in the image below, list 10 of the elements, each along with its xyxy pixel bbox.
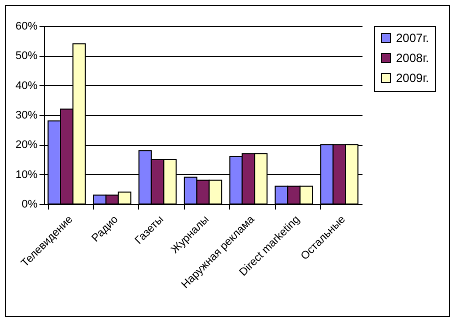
legend-label: 2008г. bbox=[396, 51, 429, 65]
y-tick-label: 0% bbox=[22, 198, 38, 210]
y-tick-label: 50% bbox=[15, 50, 38, 62]
y-tick-label: 10% bbox=[15, 168, 38, 181]
y-tick-label: 40% bbox=[15, 80, 38, 92]
y-tick-label: 30% bbox=[15, 110, 38, 122]
legend-label: 2009г. bbox=[396, 71, 429, 85]
legend-label: 2007г. bbox=[396, 31, 429, 45]
y-tick-label: 20% bbox=[15, 139, 38, 152]
y-tick-label: 60% bbox=[15, 20, 38, 32]
